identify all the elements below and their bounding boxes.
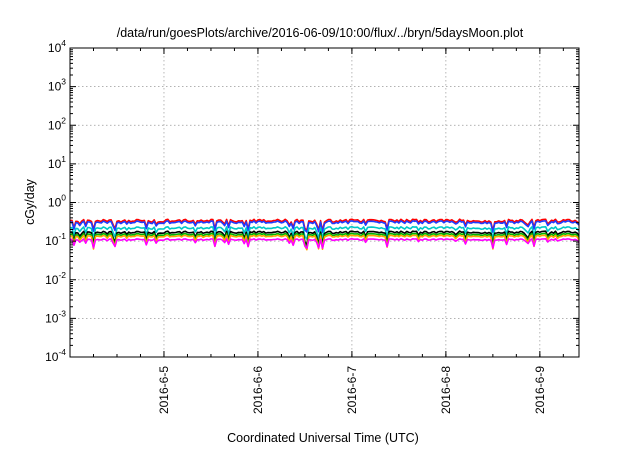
y-tick-label: 10-2 [45,270,66,287]
y-tick-label: 102 [48,115,66,132]
series-line [69,238,580,250]
grid [70,48,579,357]
x-tick-label: 2016-6-9 [533,366,547,414]
axes: 10-4 10-3 10-2 10-1 100 101 102 103 104 2016-6-5 2… [45,38,579,414]
y-tick-label: 10-4 [45,347,66,364]
series-line [69,220,580,234]
x-tick-label: 2016-6-7 [345,366,359,414]
y-tick-label: 10-1 [45,231,66,248]
y-axis-label: cGy/day [23,178,37,225]
chart-title: /data/run/goesPlots/archive/2016-06-09/1… [117,26,524,40]
y-tick-label: 100 [48,193,66,210]
y-tick-label: 104 [48,38,66,55]
y-tick-label: 10-3 [45,308,66,325]
y-tick-label: 103 [48,77,66,94]
x-tick-label: 2016-6-8 [439,366,453,414]
series-group [69,218,580,251]
x-tick-label: 2016-6-5 [157,366,171,414]
series-line [69,225,580,240]
x-axis-label: Coordinated Universal Time (UTC) [227,431,419,445]
x-tick-label: 2016-6-6 [251,366,265,414]
y-tick-label: 101 [48,154,66,171]
